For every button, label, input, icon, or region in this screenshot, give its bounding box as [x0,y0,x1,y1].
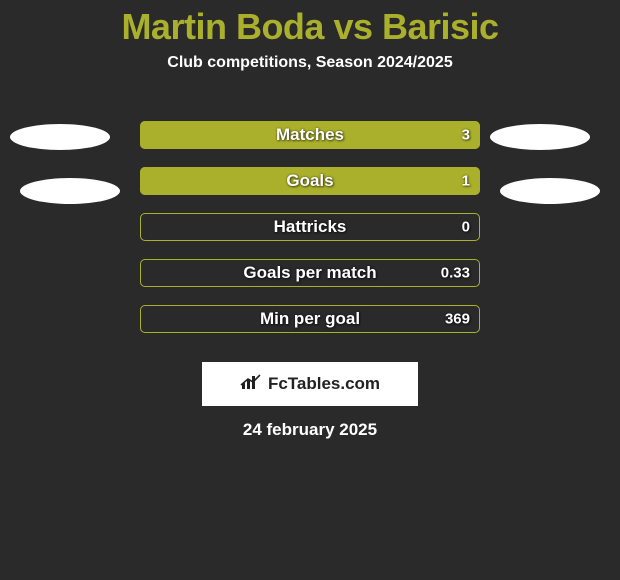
subtitle: Club competitions, Season 2024/2025 [0,54,620,72]
stat-row: Hattricks 0 [0,204,620,250]
stat-value: 1 [462,173,470,190]
stat-label: Goals [286,171,333,191]
stat-value: 0 [462,219,470,236]
stats-chart: Matches 3 Goals 1 Hattricks 0 Goals per match 0… [0,112,620,342]
stat-label: Matches [276,125,344,145]
stat-label: Goals per match [243,263,376,283]
stat-bar: Min per goal 369 [140,305,480,333]
title-text: Martin Boda vs Barisic [121,6,498,47]
stat-row: Goals per match 0.33 [0,250,620,296]
stat-bar: Goals per match 0.33 [140,259,480,287]
stat-bar: Hattricks 0 [140,213,480,241]
bar-chart-icon [240,373,262,396]
stat-row: Goals 1 [0,158,620,204]
stat-label: Min per goal [260,309,360,329]
stat-bar: Matches 3 [140,121,480,149]
stat-value: 0.33 [441,265,470,282]
page-title: Martin Boda vs Barisic [0,0,620,48]
date-label: 24 february 2025 [0,420,620,440]
stat-label: Hattricks [274,217,347,237]
subtitle-text: Club competitions, Season 2024/2025 [167,54,452,71]
date-text: 24 february 2025 [243,420,377,439]
stat-row: Matches 3 [0,112,620,158]
stat-row: Min per goal 369 [0,296,620,342]
comparison-card: Martin Boda vs Barisic Club competitions… [0,0,620,580]
stat-value: 369 [445,311,470,328]
stat-value: 3 [462,127,470,144]
badge-text: FcTables.com [268,374,380,394]
source-badge[interactable]: FcTables.com [202,362,418,406]
stat-bar: Goals 1 [140,167,480,195]
